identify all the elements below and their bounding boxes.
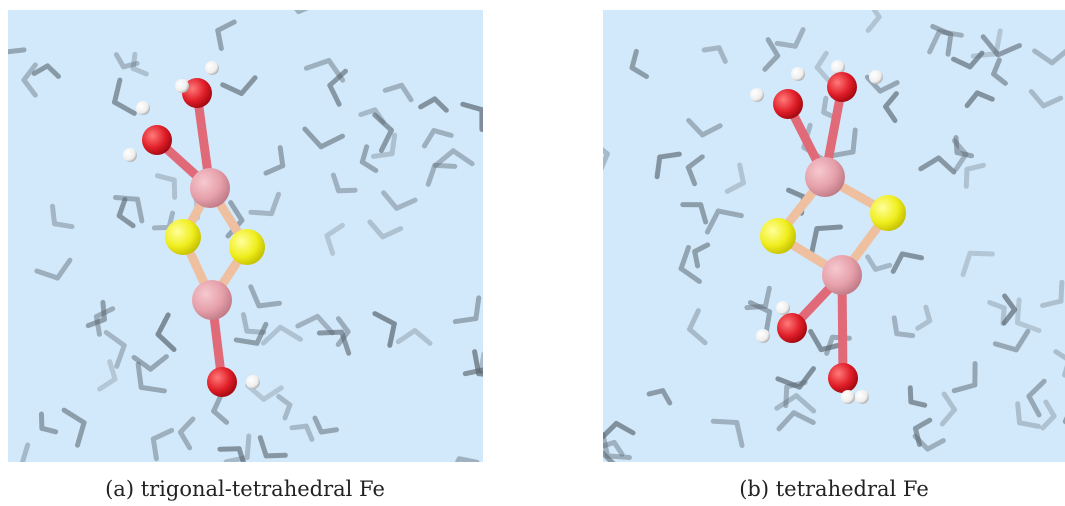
iron (805, 157, 845, 197)
iron (192, 280, 232, 320)
water-bond (853, 130, 855, 152)
water-bond (251, 212, 272, 213)
water-bond (141, 387, 164, 391)
water-bond (713, 421, 737, 422)
water-bond (1017, 300, 1019, 323)
water-bond (247, 331, 264, 332)
water-bond (476, 298, 479, 319)
water-bond (138, 364, 141, 387)
hydrogen (246, 375, 260, 389)
iron (190, 168, 230, 208)
water-bond (766, 312, 770, 333)
water (481, 354, 497, 379)
hydrogen (831, 60, 845, 74)
water-bond (2, 50, 24, 53)
water-bond (52, 206, 54, 224)
hydrogen (175, 79, 189, 93)
water-bond (583, 451, 601, 461)
water-bond (266, 455, 285, 456)
sulfur (165, 219, 201, 255)
water-bond (218, 30, 222, 48)
water-bond (280, 148, 282, 166)
water-bond (292, 426, 306, 428)
caption: (a) trigonal-tetrahedral Fe (105, 477, 385, 501)
oxygen (828, 363, 858, 393)
hydrogen (791, 67, 805, 81)
water-bond (42, 428, 56, 432)
figure: (a) trigonal-tetrahedral Fe (b) tetrahed… (0, 0, 1065, 506)
sulfur (229, 229, 265, 265)
hydrogen (869, 70, 883, 84)
water-bond (321, 430, 336, 432)
water-bond (286, 0, 299, 12)
water-bond (695, 252, 698, 266)
hydrogen (841, 390, 855, 404)
hydrogen (205, 61, 219, 75)
hydrogen (750, 88, 764, 102)
water-bond (243, 315, 246, 332)
water-bond (777, 43, 795, 46)
water-bond (339, 190, 356, 191)
water-bond (911, 402, 925, 405)
water-bond (1061, 282, 1062, 301)
sulfur (870, 195, 906, 231)
water-bond (481, 354, 484, 372)
water-bond (481, 371, 497, 379)
water-bond (948, 35, 951, 55)
water-bond (455, 319, 476, 322)
water-bond (0, 52, 2, 74)
water-bond (153, 439, 156, 459)
water-bond (660, 154, 680, 157)
water (286, 0, 318, 12)
water-bond (21, 466, 40, 478)
water-bond (970, 253, 992, 254)
hydrogen (756, 329, 770, 343)
iron (822, 255, 862, 295)
water-bond (259, 303, 280, 306)
water-bond (96, 317, 99, 335)
water-bond (649, 391, 663, 394)
hydrogen (776, 301, 790, 315)
water-bond (392, 135, 395, 154)
hydrogen (123, 148, 137, 162)
oxygen (207, 367, 237, 397)
water-bond (608, 456, 630, 458)
oxygen (773, 89, 803, 119)
oxygen (777, 313, 807, 343)
water-bond (459, 459, 477, 463)
water-bond (236, 340, 257, 343)
water-bond (55, 224, 72, 227)
water-bond (817, 227, 841, 229)
caption: (b) tetrahedral Fe (739, 477, 929, 501)
water-bond (657, 157, 660, 177)
water-bond (1020, 423, 1039, 426)
water-bond (247, 436, 249, 457)
oxygen (142, 125, 172, 155)
water-bond (373, 154, 392, 157)
water-bond (486, 349, 487, 370)
sulfur (760, 218, 796, 254)
hydrogen (136, 101, 150, 115)
hydrogen (855, 390, 869, 404)
oxygen (827, 72, 857, 102)
water-bond (1018, 404, 1020, 423)
water-bond (897, 334, 913, 336)
water-bond (966, 169, 967, 186)
water-bond (704, 48, 719, 50)
